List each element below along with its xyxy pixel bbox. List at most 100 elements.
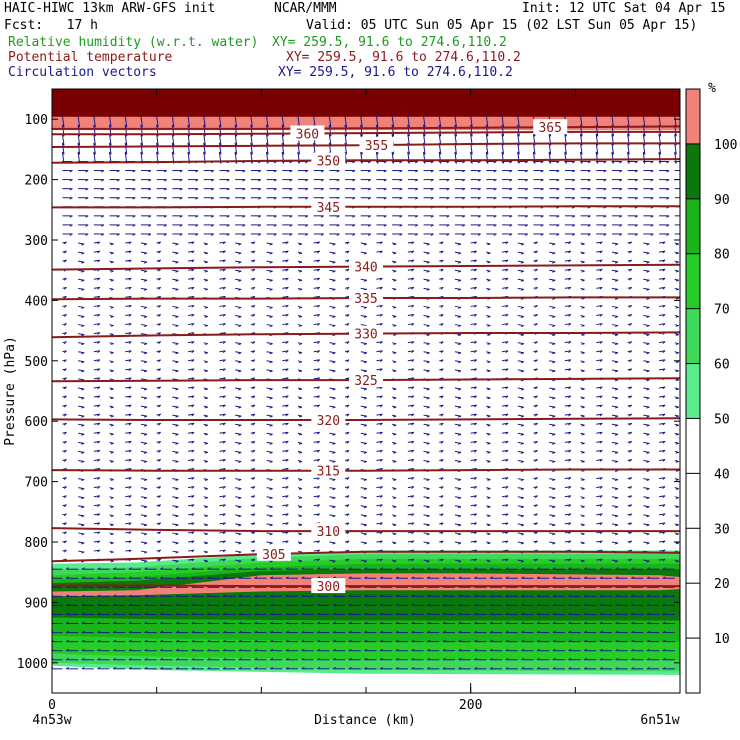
vector-head xyxy=(143,261,148,264)
vector-head xyxy=(552,325,556,328)
vector-head xyxy=(442,639,446,643)
vector-head xyxy=(222,341,226,344)
vector-head xyxy=(363,316,367,318)
vector-head xyxy=(634,161,638,164)
vector-head xyxy=(191,440,195,444)
vector-head xyxy=(458,657,462,661)
vector-head xyxy=(222,630,227,634)
vector-head xyxy=(363,424,367,427)
vector-head xyxy=(552,343,556,346)
vector-head xyxy=(629,314,633,317)
vector-head xyxy=(599,413,603,417)
vector-head xyxy=(187,151,190,155)
vector-head xyxy=(113,666,117,670)
vector-head xyxy=(568,459,572,462)
vector-head xyxy=(238,325,242,328)
vector-head xyxy=(521,666,525,670)
vector-head xyxy=(646,630,650,634)
vector-head xyxy=(179,179,183,182)
vector-head xyxy=(524,197,529,200)
vector-head xyxy=(631,639,635,643)
vector-head xyxy=(63,504,67,508)
vector-head xyxy=(252,513,256,517)
vector-head xyxy=(352,170,356,173)
vector-head xyxy=(614,297,619,300)
vector-head xyxy=(662,350,666,353)
vector-head xyxy=(599,630,603,634)
vector-head xyxy=(646,334,650,337)
vector-head xyxy=(281,151,285,155)
vector-head xyxy=(352,215,356,218)
vector-head xyxy=(399,224,403,227)
vector-head xyxy=(100,179,105,182)
vector-head xyxy=(473,277,477,281)
vector-head xyxy=(364,630,368,634)
vector-head xyxy=(666,170,670,173)
vector-head xyxy=(97,305,101,308)
vector-head xyxy=(520,243,524,246)
vector-head xyxy=(458,576,462,579)
vector-head xyxy=(63,395,67,399)
vector-head xyxy=(379,422,383,426)
vector-head xyxy=(675,497,679,499)
vector-head xyxy=(521,639,525,643)
vector-head xyxy=(556,215,560,218)
vector-head xyxy=(442,603,446,606)
rh-layer-9 xyxy=(52,89,680,117)
vector-head xyxy=(346,504,350,508)
vector-head xyxy=(97,657,101,661)
vector-head xyxy=(85,224,89,227)
vector xyxy=(423,134,426,146)
vector-head xyxy=(438,124,442,128)
vector-head xyxy=(128,576,132,579)
vector-head xyxy=(285,422,289,426)
vector-head xyxy=(158,259,162,263)
vector-head xyxy=(587,188,591,191)
vector-head xyxy=(110,506,114,509)
vector-head xyxy=(97,495,101,498)
vector-head xyxy=(662,413,666,417)
vector-head xyxy=(395,666,399,670)
vector-head xyxy=(100,197,105,200)
vector-head xyxy=(581,497,585,499)
vector-head xyxy=(97,241,101,245)
vector-head xyxy=(364,576,368,579)
vector-head xyxy=(204,252,208,255)
vector-head xyxy=(363,388,367,391)
vector-head xyxy=(301,639,305,643)
vector-head xyxy=(552,460,556,463)
vector-head xyxy=(581,261,585,264)
vector-head xyxy=(97,630,101,634)
vector-head xyxy=(254,639,258,643)
vector-head xyxy=(675,533,679,536)
vector-head xyxy=(81,270,85,273)
vector-head xyxy=(379,558,383,562)
vector-head xyxy=(614,388,619,391)
vector-head xyxy=(191,250,195,254)
vector-head xyxy=(128,531,132,535)
vector-head xyxy=(411,522,415,526)
vector-head xyxy=(252,459,256,462)
vector-head xyxy=(238,361,242,364)
vector xyxy=(485,143,489,155)
vector-head xyxy=(298,406,303,409)
vector-head xyxy=(63,241,67,245)
vector-head xyxy=(552,621,556,624)
vector-head xyxy=(662,450,666,453)
vector-head xyxy=(252,241,256,245)
vector-head xyxy=(332,497,336,500)
vector-head xyxy=(411,495,415,498)
vector-head xyxy=(348,576,352,579)
vector-head xyxy=(477,197,481,200)
vector-head xyxy=(534,341,538,345)
vector-head xyxy=(552,334,556,337)
vector-head xyxy=(179,197,183,200)
vector-head xyxy=(175,415,179,418)
vector-head xyxy=(204,397,208,400)
vector-head xyxy=(521,657,525,661)
vector-head xyxy=(407,133,410,137)
vector-head xyxy=(427,603,431,606)
vector-head xyxy=(210,179,215,182)
vector-head xyxy=(285,459,289,462)
vector-head xyxy=(289,197,293,200)
